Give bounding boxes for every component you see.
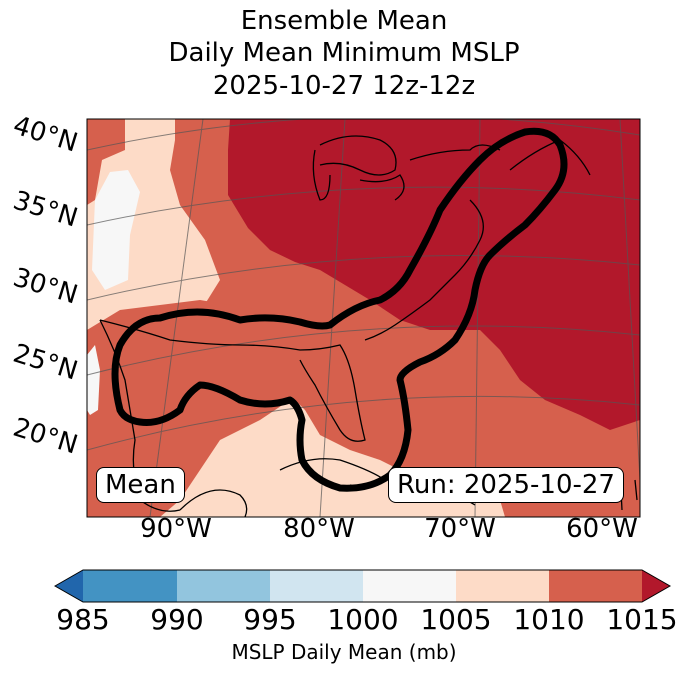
field-1000-1005-west bbox=[87, 345, 100, 415]
colorbar-1005-1010 bbox=[456, 570, 549, 602]
colorbar-tick-1000: 1000 bbox=[327, 603, 399, 636]
colorbar bbox=[53, 569, 672, 603]
colorbar-tick-985: 985 bbox=[56, 603, 110, 636]
colorbar-1010-1015 bbox=[549, 570, 642, 602]
mean-label-box: Mean bbox=[96, 467, 185, 503]
field-1010-1015-west bbox=[87, 119, 125, 205]
map-frame bbox=[86, 118, 641, 518]
colorbar-over bbox=[642, 570, 670, 602]
field-1000-1005-north bbox=[92, 170, 140, 290]
lon-label-70w: 70°W bbox=[424, 514, 496, 544]
colorbar-995-1000 bbox=[270, 570, 363, 602]
colorbar-1000-1005 bbox=[363, 570, 456, 602]
colorbar-tick-1015: 1015 bbox=[606, 603, 678, 636]
field-over-1015 bbox=[228, 119, 640, 430]
field-1010-1015-gulf bbox=[87, 300, 300, 517]
graticule bbox=[87, 119, 640, 517]
colorbar-under bbox=[55, 570, 83, 602]
colorbar-tick-1010: 1010 bbox=[513, 603, 585, 636]
run-date-box: Run: 2025-10-27 bbox=[388, 467, 624, 503]
colorbar-tick-1005: 1005 bbox=[420, 603, 492, 636]
threshold-contour bbox=[111, 127, 568, 492]
mslp-map bbox=[86, 118, 641, 518]
colorbar-tick-995: 995 bbox=[243, 603, 297, 636]
lon-label-90w: 90°W bbox=[140, 514, 212, 544]
colorbar-985-990 bbox=[83, 570, 177, 602]
lon-label-60w: 60°W bbox=[566, 514, 638, 544]
colorbar-label: MSLP Daily Mean (mb) bbox=[231, 640, 457, 664]
title-line-3: 2025-10-27 12z-12z bbox=[212, 71, 476, 101]
lon-label-80w: 80°W bbox=[283, 514, 355, 544]
colorbar-tick-990: 990 bbox=[150, 603, 204, 636]
title-line-1: Ensemble Mean bbox=[240, 6, 448, 36]
colorbar-990-995 bbox=[177, 570, 270, 602]
title-line-2: Daily Mean Minimum MSLP bbox=[168, 38, 520, 68]
